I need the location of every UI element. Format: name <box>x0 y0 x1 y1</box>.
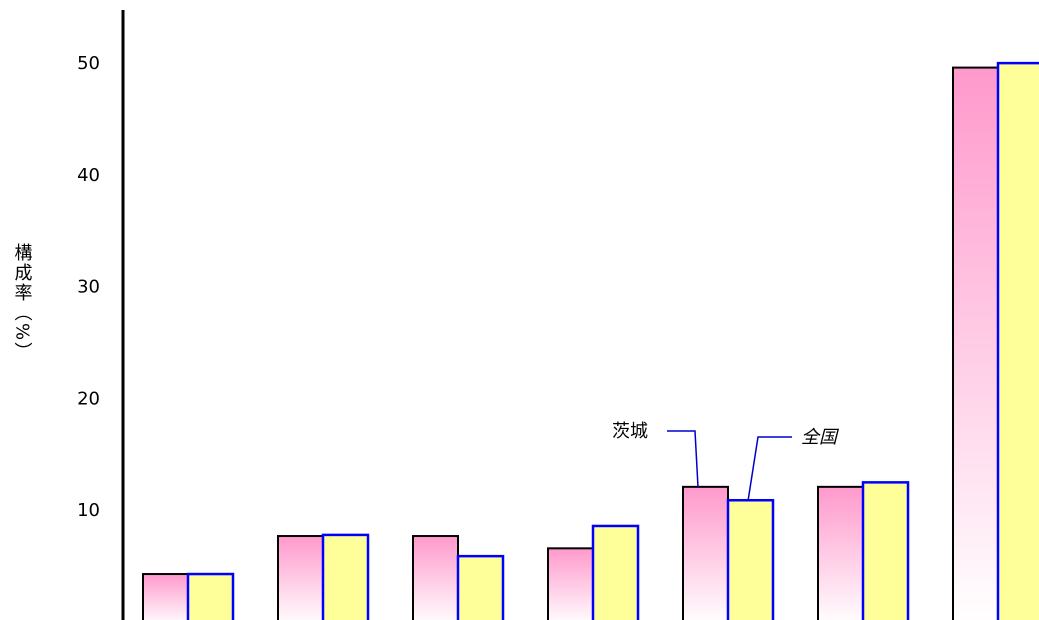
y-tick-label-40: 40 <box>77 165 100 186</box>
y-tick-label-20: 20 <box>77 388 100 409</box>
bar-zenkoku-7 <box>996 61 1039 620</box>
bars-layer <box>142 61 1039 620</box>
ibaraki-leader-line <box>667 430 699 488</box>
zenkoku-annotation: 全国 <box>801 427 840 448</box>
bar-zenkoku-2 <box>321 533 370 620</box>
bar-zenkoku-6 <box>861 481 910 620</box>
y-tick-label-50: 50 <box>77 53 100 74</box>
y-tick-labels: 10 20 30 40 50 <box>77 53 100 521</box>
y-tick-label-10: 10 <box>77 500 100 521</box>
bar-zenkoku-3 <box>456 554 505 620</box>
bar-ibaraki-5 <box>682 485 729 620</box>
bar-zenkoku-1 <box>186 572 235 620</box>
bar-ibaraki-4 <box>547 547 594 620</box>
ibaraki-annotation: 茨城 <box>612 421 648 442</box>
bar-zenkoku-5 <box>726 499 775 620</box>
y-axis-label: 構成率（%） <box>12 243 33 362</box>
bar-ibaraki-1 <box>142 573 189 620</box>
zenkoku-leader-line <box>747 436 792 502</box>
bar-ibaraki-7 <box>952 66 999 620</box>
y-tick-label-30: 30 <box>77 277 100 298</box>
bar-ibaraki-3 <box>412 535 459 620</box>
bar-ibaraki-2 <box>277 535 324 620</box>
bar-ibaraki-6 <box>817 485 864 620</box>
bar-zenkoku-4 <box>591 524 640 620</box>
